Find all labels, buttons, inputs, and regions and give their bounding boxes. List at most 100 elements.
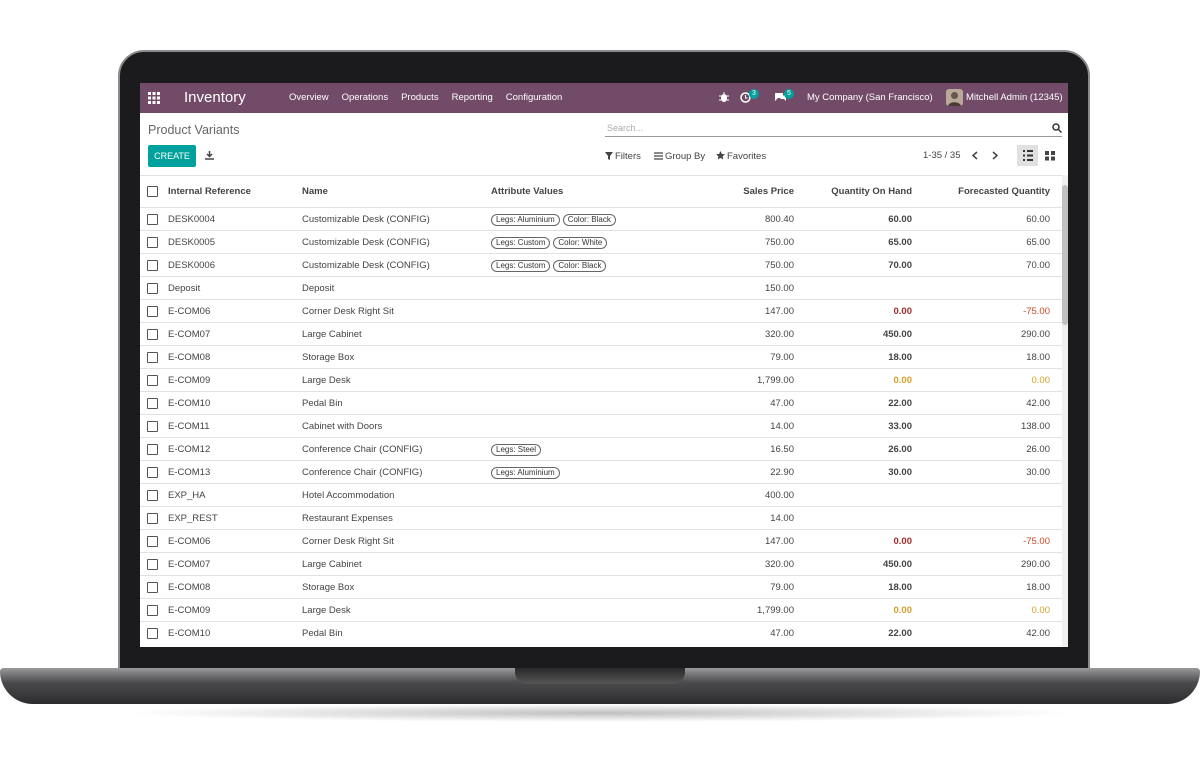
list-row[interactable]: E-COM08 Storage Box 79.00 18.00 18.00 <box>140 575 1062 599</box>
menu-item[interactable]: Operations <box>341 92 389 103</box>
row-checkbox[interactable] <box>147 237 158 248</box>
list-row[interactable]: E-COM10 Pedal Bin 47.00 22.00 42.00 <box>140 391 1062 415</box>
list-row[interactable]: Deposit Deposit 150.00 <box>140 276 1062 300</box>
menu-item[interactable]: Reporting <box>451 92 493 103</box>
forecasted-quantity: 290.00 <box>1020 329 1050 340</box>
row-checkbox[interactable] <box>147 306 158 317</box>
forecasted-quantity: 18.00 <box>1026 582 1050 593</box>
app-name[interactable]: Inventory <box>184 89 246 106</box>
apps-icon[interactable] <box>148 92 160 104</box>
list-row[interactable]: E-COM11 Cabinet with Doors 14.00 33.00 138.0… <box>140 414 1062 438</box>
attribute-values: Legs: Custom Color: Black <box>491 254 691 277</box>
list-row[interactable]: DESK0005 Customizable Desk (CONFIG) Legs: … <box>140 230 1062 254</box>
list-row[interactable]: E-COM07 Large Cabinet 320.00 450.00 290.00 <box>140 322 1062 346</box>
sales-price: 14.00 <box>770 513 794 524</box>
internal-reference: E-COM08 <box>168 582 211 593</box>
search-box[interactable]: Search... <box>605 120 1062 137</box>
company-switcher[interactable]: My Company (San Francisco) <box>807 92 933 103</box>
row-checkbox[interactable] <box>147 582 158 593</box>
view-switcher[interactable] <box>1017 145 1059 166</box>
star-icon <box>716 151 725 160</box>
menu-bar: Overview Operations Products Reporting Confi… <box>289 83 562 113</box>
list-row[interactable]: EXP_REST Restaurant Expenses 14.00 <box>140 506 1062 530</box>
list-row[interactable]: EXP_HA Hotel Accommodation 400.00 <box>140 483 1062 507</box>
menu-item[interactable]: Configuration <box>505 92 563 103</box>
list-row[interactable]: E-COM13 Conference Chair (CONFIG) Legs: Al… <box>140 460 1062 484</box>
sales-price: 147.00 <box>764 306 794 317</box>
row-checkbox[interactable] <box>147 559 158 570</box>
column-header[interactable]: Internal Reference <box>168 186 251 197</box>
internal-reference: E-COM07 <box>168 329 211 340</box>
quantity-on-hand: 70.00 <box>888 260 912 271</box>
group-by-button[interactable]: Group By <box>665 151 706 162</box>
row-checkbox[interactable] <box>147 628 158 639</box>
internal-reference: E-COM07 <box>168 559 211 570</box>
attribute-values: Legs: Aluminium <box>491 461 691 484</box>
row-checkbox[interactable] <box>147 605 158 616</box>
sales-price: 320.00 <box>764 329 794 340</box>
list-row[interactable]: E-COM08 Storage Box 79.00 18.00 18.00 <box>140 345 1062 369</box>
quantity-on-hand: 0.00 <box>893 306 913 317</box>
search-icon[interactable] <box>1052 123 1062 133</box>
product-name: Restaurant Expenses <box>302 513 393 524</box>
column-header[interactable]: Name <box>302 186 328 197</box>
row-checkbox[interactable] <box>147 467 158 478</box>
sales-price: 79.00 <box>770 352 794 363</box>
column-header[interactable]: Quantity On Hand <box>831 186 912 197</box>
list-row[interactable]: E-COM06 Corner Desk Right Sit 147.00 0.00 -7… <box>140 299 1062 323</box>
list-row[interactable]: DESK0006 Customizable Desk (CONFIG) Legs: … <box>140 253 1062 277</box>
list-row[interactable]: E-COM09 Large Desk 1,799.00 0.00 0.00 <box>140 368 1062 392</box>
attribute-values: Legs: Steel <box>491 438 691 461</box>
row-checkbox[interactable] <box>147 536 158 547</box>
list-row[interactable]: E-COM07 Large Cabinet 320.00 450.00 290.00 <box>140 552 1062 576</box>
column-header[interactable]: Forecasted Quantity <box>958 186 1050 197</box>
list-row[interactable]: E-COM06 Corner Desk Right Sit 147.00 0.00 -7… <box>140 529 1062 553</box>
quantity-on-hand: 22.00 <box>888 628 912 639</box>
list-row[interactable]: E-COM12 Conference Chair (CONFIG) Legs: St… <box>140 437 1062 461</box>
column-header[interactable]: Sales Price <box>743 186 794 197</box>
menu-item[interactable]: Overview <box>289 92 329 103</box>
internal-reference: E-COM10 <box>168 628 211 639</box>
row-checkbox[interactable] <box>147 329 158 340</box>
list-row[interactable]: DESK0004 Customizable Desk (CONFIG) Legs: … <box>140 207 1062 231</box>
row-checkbox[interactable] <box>147 214 158 225</box>
quantity-on-hand: 450.00 <box>882 559 912 570</box>
menu-item[interactable]: Products <box>401 92 439 103</box>
list-row[interactable]: E-COM10 Pedal Bin 47.00 22.00 42.00 <box>140 621 1062 645</box>
row-checkbox[interactable] <box>147 513 158 524</box>
row-checkbox[interactable] <box>147 283 158 294</box>
quantity-on-hand: 0.00 <box>893 536 913 547</box>
row-checkbox[interactable] <box>147 260 158 271</box>
forecasted-quantity: 30.00 <box>1026 467 1050 478</box>
row-checkbox[interactable] <box>147 352 158 363</box>
create-button[interactable]: CREATE <box>148 145 196 167</box>
row-checkbox[interactable] <box>147 490 158 501</box>
user-avatar[interactable] <box>946 89 963 106</box>
list-row[interactable]: E-COM09 Large Desk 1,799.00 0.00 0.00 <box>140 598 1062 622</box>
pager-previous[interactable] <box>971 151 979 160</box>
pager-next[interactable] <box>991 151 999 160</box>
product-name: Storage Box <box>302 582 355 593</box>
internal-reference: DESK0005 <box>168 237 216 248</box>
download-icon[interactable] <box>205 151 214 160</box>
user-menu[interactable]: Mitchell Admin (12345) <box>966 92 1063 103</box>
row-checkbox[interactable] <box>147 375 158 386</box>
attribute-tag: Color: White <box>553 237 608 249</box>
attribute-tag: Legs: Aluminium <box>491 214 560 226</box>
row-checkbox[interactable] <box>147 444 158 455</box>
pager: 1-35 / 35 <box>923 150 961 161</box>
row-checkbox[interactable] <box>147 421 158 432</box>
debug-icon[interactable] <box>719 92 729 103</box>
sales-price: 47.00 <box>770 398 794 409</box>
favorites-button[interactable]: Favorites <box>727 151 767 162</box>
select-all-checkbox[interactable] <box>147 186 158 197</box>
quantity-on-hand: 450.00 <box>882 329 912 340</box>
row-checkbox[interactable] <box>147 398 158 409</box>
sales-price: 79.00 <box>770 582 794 593</box>
column-header[interactable]: Attribute Values <box>491 186 564 197</box>
navbar: Inventory Overview Operations Products Repo… <box>140 83 1068 113</box>
internal-reference: E-COM06 <box>168 536 211 547</box>
filters-button[interactable]: Filters <box>615 151 641 162</box>
attribute-tag: Legs: Custom <box>491 237 551 249</box>
internal-reference: Deposit <box>168 283 201 294</box>
